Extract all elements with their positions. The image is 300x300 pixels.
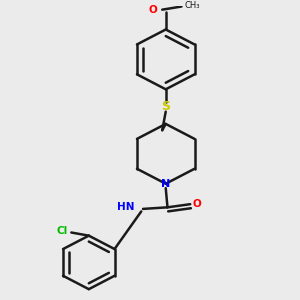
Text: S: S (161, 100, 170, 113)
Text: CH₃: CH₃ (185, 2, 200, 10)
Text: O: O (193, 199, 202, 209)
Text: O: O (148, 5, 157, 15)
Text: Cl: Cl (57, 226, 68, 236)
Text: HN: HN (117, 202, 134, 212)
Text: N: N (161, 179, 170, 189)
